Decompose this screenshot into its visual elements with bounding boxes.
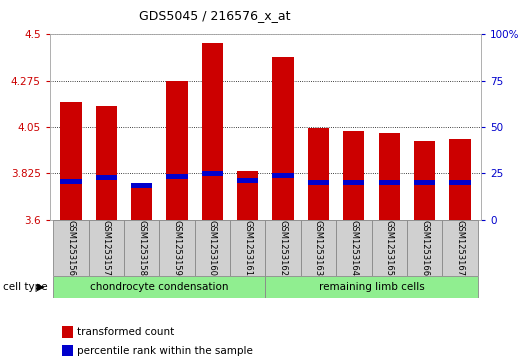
Text: GSM1253157: GSM1253157	[102, 220, 111, 276]
Bar	[449, 139, 471, 220]
Bar	[379, 180, 400, 185]
Text: cell type: cell type	[3, 282, 47, 292]
Bar	[88, 220, 124, 276]
Bar	[230, 220, 265, 276]
Text: remaining limb cells: remaining limb cells	[319, 282, 424, 292]
Bar	[131, 183, 152, 188]
Bar	[414, 180, 435, 185]
Bar	[336, 220, 371, 276]
Text: ▶: ▶	[37, 282, 44, 292]
Text: GSM1253161: GSM1253161	[243, 220, 252, 276]
Bar	[202, 171, 223, 176]
Text: GSM1253160: GSM1253160	[208, 220, 217, 276]
Bar	[62, 326, 73, 338]
Bar	[442, 220, 477, 276]
Text: GSM1253158: GSM1253158	[137, 220, 146, 276]
Bar	[237, 171, 258, 220]
Bar	[308, 128, 329, 220]
Bar	[60, 179, 82, 184]
Text: GSM1253159: GSM1253159	[173, 220, 181, 276]
Bar	[53, 220, 88, 276]
Bar	[449, 180, 471, 185]
Bar	[272, 173, 294, 178]
Bar	[166, 174, 188, 179]
Text: GSM1253164: GSM1253164	[349, 220, 358, 276]
Text: GSM1253165: GSM1253165	[385, 220, 394, 276]
Text: GSM1253163: GSM1253163	[314, 220, 323, 276]
Bar	[379, 133, 400, 220]
Text: GSM1253162: GSM1253162	[279, 220, 288, 276]
Bar	[371, 220, 407, 276]
Bar	[166, 81, 188, 220]
Bar	[202, 43, 223, 220]
Bar	[60, 102, 82, 220]
Bar	[407, 220, 442, 276]
Text: GSM1253167: GSM1253167	[456, 220, 464, 276]
Text: chondrocyte condensation: chondrocyte condensation	[90, 282, 229, 292]
Text: transformed count: transformed count	[77, 327, 174, 337]
Text: percentile rank within the sample: percentile rank within the sample	[77, 346, 253, 356]
Bar	[96, 175, 117, 180]
Bar	[124, 220, 160, 276]
Bar	[62, 345, 73, 356]
Bar	[237, 178, 258, 183]
Bar	[272, 57, 294, 220]
Bar	[308, 180, 329, 185]
Text: GSM1253156: GSM1253156	[66, 220, 75, 276]
Bar	[195, 220, 230, 276]
Bar	[131, 185, 152, 220]
Text: GDS5045 / 216576_x_at: GDS5045 / 216576_x_at	[139, 9, 290, 22]
Text: GSM1253166: GSM1253166	[420, 220, 429, 276]
Bar	[53, 276, 266, 298]
Bar	[266, 276, 477, 298]
Bar	[266, 220, 301, 276]
Bar	[343, 180, 365, 185]
Bar	[414, 142, 435, 220]
Bar	[343, 131, 365, 220]
Bar	[96, 106, 117, 220]
Bar	[160, 220, 195, 276]
Bar	[301, 220, 336, 276]
